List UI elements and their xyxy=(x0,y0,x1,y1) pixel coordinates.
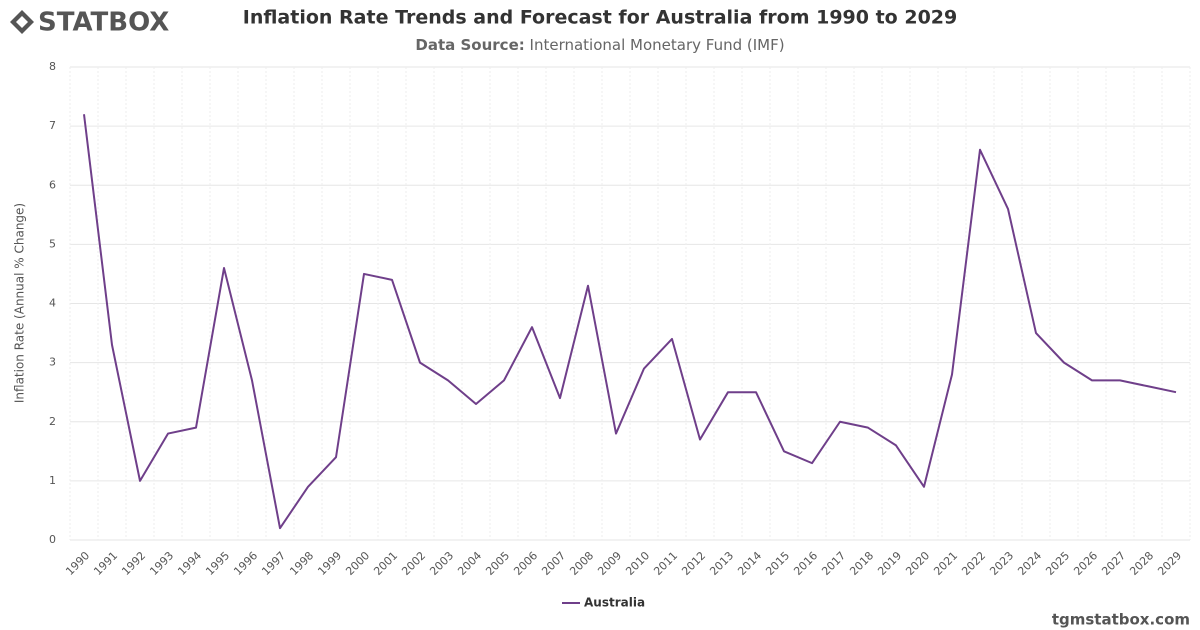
x-tick-label: 2027 xyxy=(1099,549,1128,578)
x-tick-label: 2010 xyxy=(623,549,652,578)
x-tick-label: 2013 xyxy=(707,549,736,578)
x-tick-label: 2022 xyxy=(959,549,988,578)
x-tick-label: 2026 xyxy=(1071,549,1100,578)
y-tick-label: 7 xyxy=(49,119,56,132)
x-tick-label: 1992 xyxy=(119,549,148,578)
x-tick-label: 2020 xyxy=(903,549,932,578)
y-tick-label: 0 xyxy=(49,533,56,546)
x-tick-label: 2024 xyxy=(1015,549,1044,578)
x-tick-label: 2018 xyxy=(847,549,876,578)
x-tick-label: 1998 xyxy=(287,549,316,578)
x-tick-label: 1993 xyxy=(147,549,176,578)
x-tick-label: 2015 xyxy=(763,549,792,578)
x-tick-label: 1991 xyxy=(91,549,120,578)
logo-icon-inner xyxy=(16,16,28,28)
x-tick-label: 2028 xyxy=(1127,549,1156,578)
footer: tgmstatbox.com xyxy=(1052,611,1190,629)
legend-label: Australia xyxy=(584,596,645,610)
y-axis-label: Inflation Rate (Annual % Change) xyxy=(13,203,27,403)
chart-title: Inflation Rate Trends and Forecast for A… xyxy=(243,7,958,29)
subtitle-text: International Monetary Fund (IMF) xyxy=(530,36,785,54)
x-tick-label: 2019 xyxy=(875,549,904,578)
x-tick-label: 2008 xyxy=(567,549,596,578)
x-tick-label: 2002 xyxy=(399,549,428,578)
y-tick-label: 8 xyxy=(49,60,56,73)
x-tick-label: 1996 xyxy=(231,549,260,578)
x-tick-label: 2007 xyxy=(539,549,568,578)
chart-subtitle: Data Source: International Monetary Fund… xyxy=(415,36,784,54)
x-tick-label: 2003 xyxy=(427,549,456,578)
x-tick-label: 2004 xyxy=(455,549,484,578)
y-tick-label: 3 xyxy=(49,356,56,369)
x-tick-label: 2001 xyxy=(371,549,400,578)
data-line xyxy=(83,114,1177,530)
x-tick-label: 1994 xyxy=(175,549,204,578)
y-tick-label: 4 xyxy=(49,297,56,310)
x-tick-label: 2009 xyxy=(595,549,624,578)
logo: STATBOX xyxy=(10,8,169,38)
logo-text: STATBOX xyxy=(38,8,169,38)
y-tick-label: 5 xyxy=(49,237,56,250)
x-tick-label: 2023 xyxy=(987,549,1016,578)
x-tick-label: 2017 xyxy=(819,549,848,578)
x-tick-label: 1999 xyxy=(315,549,344,578)
x-tick-label: 1990 xyxy=(63,549,92,578)
x-tick-label: 1997 xyxy=(259,549,288,578)
subtitle-label: Data Source: xyxy=(415,36,524,54)
legend-item: Australia xyxy=(562,596,645,610)
x-tick-label: 2012 xyxy=(679,549,708,578)
x-tick-label: 2000 xyxy=(343,549,372,578)
x-tick-label: 2029 xyxy=(1155,549,1184,578)
x-tick-label: 2014 xyxy=(735,549,764,578)
x-tick-label: 2005 xyxy=(483,549,512,578)
x-tick-label: 2006 xyxy=(511,549,540,578)
y-tick-label: 1 xyxy=(49,474,56,487)
x-tick-label: 2025 xyxy=(1043,549,1072,578)
x-tick-label: 2011 xyxy=(651,549,680,578)
y-tick-label: 2 xyxy=(49,415,56,428)
y-tick-label: 6 xyxy=(49,178,56,191)
x-tick-label: 2021 xyxy=(931,549,960,578)
x-tick-label: 2016 xyxy=(791,549,820,578)
x-tick-label: 1995 xyxy=(203,549,232,578)
